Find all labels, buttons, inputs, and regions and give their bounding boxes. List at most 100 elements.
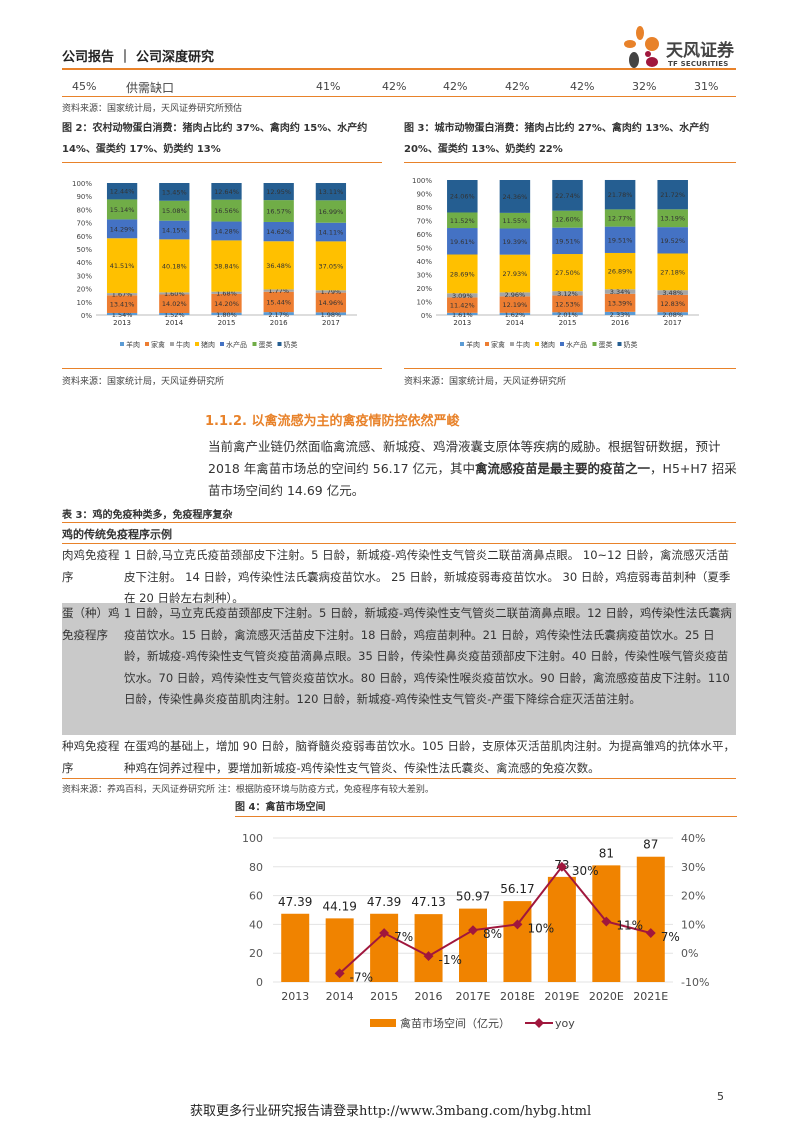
data-label: 14.28%: [214, 227, 239, 235]
x-tick-label: 2018E: [500, 990, 535, 1003]
y-tick-label: 20: [249, 947, 263, 960]
data-label: 81: [599, 846, 614, 860]
data-label: 14.29%: [110, 225, 135, 233]
yoy-label: 7%: [394, 930, 413, 944]
yoy-label: 30%: [572, 864, 599, 878]
bar-segment: [315, 183, 347, 201]
data-label: 2.96%: [505, 291, 526, 299]
legend-label: 水产品: [566, 340, 587, 349]
y-tick-label: 10%: [76, 299, 92, 307]
data-label: 1.67%: [112, 291, 133, 299]
bar-segment: [211, 312, 242, 315]
x-tick-label: 2020E: [589, 990, 624, 1003]
y-tick-label: 90%: [76, 193, 92, 201]
legend-swatch: [145, 342, 149, 346]
figure-4-title: 图 4：禽苗市场空间: [235, 802, 326, 813]
tf-securities-logo: [624, 26, 659, 68]
data-label: 40.18%: [162, 262, 187, 270]
y2-tick-label: 0%: [681, 947, 698, 960]
table-row: 种鸡免疫程序 在蛋鸡的基础上，增加 90 日龄，脑脊髓炎疫弱毒苗饮水。105 日…: [62, 736, 736, 776]
y-tick-label: 60%: [416, 231, 432, 239]
y2-tick-label: 20%: [681, 890, 705, 903]
data-label: 21.72%: [660, 191, 685, 199]
bar-segment: [499, 212, 531, 229]
bar-segment: [211, 183, 242, 200]
data-label: 15.44%: [266, 298, 291, 306]
data-label: 47.13: [411, 895, 445, 909]
legend-label: 羊肉: [126, 340, 140, 349]
data-label: 12.19%: [503, 301, 528, 309]
bar-segment: [499, 228, 531, 255]
bar-segment: [604, 311, 636, 315]
bar-segment: [657, 209, 688, 228]
bar-segment: [263, 200, 294, 222]
data-label: 47.39: [278, 895, 312, 909]
row-text: 1 日龄，马立克氏疫苗颈部皮下注射。5 日龄，新城疫-鸡传染性支气管炎二联苗滴鼻…: [124, 606, 732, 706]
data-label: 16.56%: [214, 207, 239, 215]
legend-label: yoy: [555, 1017, 575, 1030]
legend-label: 家禽: [491, 340, 505, 349]
bar-segment: [447, 228, 478, 255]
x-tick-label: 2013: [113, 319, 131, 327]
table-row: 肉鸡免疫程序 1 日龄,马立克氏疫苗颈部皮下注射。5 日龄，新城疫-鸡传染性支气…: [62, 545, 736, 605]
table-cell: 42%: [382, 80, 407, 93]
data-label: 3.12%: [557, 290, 578, 298]
yoy-line: [338, 865, 652, 975]
bar-segment: [315, 200, 347, 223]
data-label: 1.80%: [216, 311, 237, 319]
data-label: 21.78%: [608, 191, 633, 199]
report-header-title: 公司报告 ｜ 公司深度研究: [62, 50, 215, 65]
data-label: 12.53%: [555, 300, 580, 308]
row-label: 种鸡免疫程序: [62, 739, 120, 775]
bar-segment: [263, 289, 294, 292]
data-label: 27.18%: [660, 268, 685, 276]
bar-segment: [447, 297, 478, 313]
bar-segment: [315, 241, 347, 291]
bar-segment: [552, 210, 583, 228]
data-label: 38.84%: [214, 263, 239, 271]
y-tick-label: 50%: [76, 246, 92, 254]
legend-swatch: [510, 342, 514, 346]
bar-segment: [447, 212, 478, 229]
table-3-header: 鸡的传统免疫程序示例: [62, 528, 172, 541]
bar-segment: [447, 312, 478, 315]
bar-segment: [552, 254, 583, 292]
legend-swatch: [277, 342, 282, 346]
bar-segment: [211, 293, 242, 313]
data-label: 3.09%: [452, 292, 473, 300]
data-label: 1.79%: [321, 288, 342, 296]
bar-segment: [106, 238, 138, 294]
footer-link[interactable]: 获取更多行业研究报告请登录http://www.3mbang.com/hybg.…: [190, 1104, 592, 1119]
x-tick-label: 2015: [370, 990, 398, 1003]
legend-swatch: [592, 342, 597, 346]
bar-segment: [315, 292, 347, 313]
paragraph-text: 当前禽产业链仍然面临禽流感、新城疫、鸡滑液囊支原体等疾病的威胁。根据智研数据，预…: [208, 439, 721, 476]
y-tick-label: 50%: [416, 245, 432, 253]
data-label: 11.55%: [503, 217, 528, 225]
bar-segment: [552, 227, 583, 255]
bar-segment: [159, 220, 190, 240]
y-tick-label: 10%: [416, 299, 432, 307]
data-label: 13.39%: [608, 299, 633, 307]
legend-marker: [534, 1018, 544, 1028]
bar-segment: [211, 199, 242, 222]
data-label: 1.98%: [321, 311, 342, 319]
data-label: 12.83%: [660, 300, 685, 308]
legend-label: 蛋类: [599, 340, 613, 349]
bar-segment: [106, 219, 138, 239]
data-label: 27.50%: [555, 269, 580, 277]
figure-2-title: 图 2：农村动物蛋白消费：猪肉占比约 37%、禽肉约 15%、水产约 14%、蛋…: [62, 118, 392, 160]
x-tick-label: 2015: [559, 319, 577, 327]
data-label: 12.60%: [555, 216, 580, 224]
source-note: 资料来源：国家统计局，天风证券研究所预估: [62, 104, 243, 114]
y-tick-label: 30%: [416, 272, 432, 280]
data-label: 1.62%: [505, 311, 526, 319]
bar-segment: [211, 221, 242, 241]
bar-segment: [447, 293, 478, 298]
data-label: 50.97: [456, 890, 490, 904]
data-label: 2.17%: [268, 311, 289, 319]
y-tick-label: 80%: [76, 206, 92, 214]
yoy-label: 11%: [616, 919, 643, 933]
table-cell: 42%: [443, 80, 468, 93]
data-label: 22.74%: [555, 192, 580, 200]
